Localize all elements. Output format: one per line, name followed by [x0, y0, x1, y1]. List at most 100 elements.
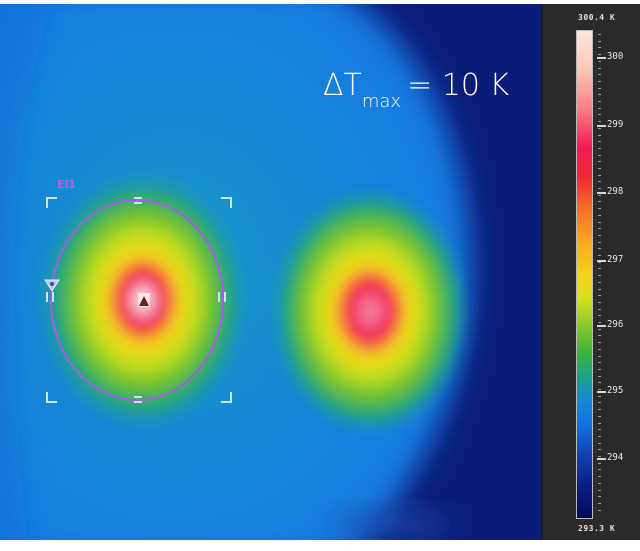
minor-tick-mark [598, 483, 601, 484]
minor-tick-mark [598, 469, 601, 470]
minor-tick-mark [598, 47, 601, 48]
minor-tick-mark [598, 449, 601, 450]
tick-mark-294 [597, 458, 606, 460]
minor-tick-mark [598, 242, 601, 243]
minor-tick-mark [598, 222, 601, 223]
minor-tick-mark [598, 322, 601, 323]
minor-tick-mark [598, 289, 601, 290]
thermal-image-canvas [0, 4, 541, 540]
minor-tick-mark [598, 188, 601, 189]
minor-tick-mark [598, 362, 601, 363]
minor-tick-mark [598, 456, 601, 457]
minor-tick-mark [598, 369, 601, 370]
minor-tick-mark [598, 94, 601, 95]
minor-tick-mark [598, 335, 601, 336]
colorbar-max-label: 300.4 K [578, 13, 616, 22]
minor-tick-mark [598, 148, 601, 149]
minor-tick-mark [598, 429, 601, 430]
minor-tick-mark [598, 155, 601, 156]
delta-t-value: = 10 K [407, 68, 510, 103]
colorbar-min-label: 293.3 K [578, 524, 616, 533]
max-temperature-marker-icon [138, 293, 150, 307]
roi-el1[interactable] [44, 197, 232, 403]
minor-tick-mark [598, 248, 601, 249]
tick-label-300: 300 [607, 51, 624, 62]
tick-mark-299 [597, 125, 606, 127]
minor-tick-mark [598, 215, 601, 216]
minor-tick-mark [598, 195, 601, 196]
tick-label-296: 296 [607, 319, 624, 330]
minor-tick-mark [598, 402, 601, 403]
minor-tick-mark [598, 496, 601, 497]
minor-tick-mark [598, 68, 601, 69]
tick-mark-298 [597, 192, 606, 194]
minor-tick-mark [598, 208, 601, 209]
tick-mark-296 [597, 325, 606, 327]
thermal-viewer: El1 ΔTmax = 10 K 300.4 K 300 299 298 297 … [0, 4, 640, 540]
delta-t-subscript: max [361, 91, 402, 112]
minor-tick-mark [598, 396, 601, 397]
minor-tick-mark [598, 476, 601, 477]
tick-label-299: 299 [607, 119, 624, 130]
minor-tick-mark [598, 255, 601, 256]
minor-tick-mark [598, 376, 601, 377]
delta-t-symbol: ΔT [323, 68, 362, 103]
minor-tick-mark [598, 342, 601, 343]
minor-tick-mark [598, 510, 601, 511]
minor-tick-mark [598, 54, 601, 55]
right-hotspot [270, 186, 470, 436]
minor-tick-mark [598, 268, 601, 269]
minor-tick-mark [598, 329, 601, 330]
minor-tick-mark [598, 503, 601, 504]
minor-tick-mark [598, 161, 601, 162]
minor-tick-mark [598, 490, 601, 491]
min-temperature-marker-icon [44, 279, 60, 292]
minor-tick-mark [598, 201, 601, 202]
minor-tick-mark [598, 108, 601, 109]
minor-tick-mark [598, 101, 601, 102]
minor-tick-mark [598, 389, 601, 390]
colorbar-gradient [576, 30, 593, 519]
tick-mark-297 [597, 260, 606, 262]
minor-tick-mark [598, 121, 601, 122]
minor-tick-mark [598, 443, 601, 444]
minor-tick-mark [598, 349, 601, 350]
minor-tick-mark [598, 135, 601, 136]
minor-tick-mark [598, 295, 601, 296]
tick-label-297: 297 [607, 254, 624, 265]
tick-label-298: 298 [607, 186, 624, 197]
roi-bounding-brackets[interactable] [46, 197, 232, 403]
minor-tick-mark [598, 382, 601, 383]
minor-tick-mark [598, 315, 601, 316]
thermal-image: El1 ΔTmax = 10 K [0, 4, 541, 540]
minor-tick-mark [598, 423, 601, 424]
minor-tick-mark [598, 309, 601, 310]
minor-tick-mark [598, 88, 601, 89]
minor-tick-mark [598, 416, 601, 417]
minor-tick-mark [598, 61, 601, 62]
colorbar-panel: 300.4 K 300 299 298 297 296 295 294 293.… [541, 4, 640, 540]
minor-tick-mark [598, 436, 601, 437]
minor-tick-mark [598, 463, 601, 464]
minor-tick-mark [598, 235, 601, 236]
minor-tick-mark [598, 181, 601, 182]
minor-tick-mark [598, 81, 601, 82]
tick-mark-295 [597, 391, 606, 393]
panel-divider [541, 4, 543, 540]
delta-t-max-annotation: ΔTmax = 10 K [323, 68, 510, 112]
minor-tick-mark [598, 228, 601, 229]
minor-tick-mark [598, 74, 601, 75]
tick-mark-300 [597, 57, 606, 59]
minor-tick-mark [598, 282, 601, 283]
minor-tick-mark [598, 34, 601, 35]
minor-tick-mark [598, 302, 601, 303]
minor-tick-mark [598, 41, 601, 42]
roi-label: El1 [57, 178, 76, 191]
tick-label-295: 295 [607, 385, 624, 396]
minor-tick-mark [598, 409, 601, 410]
minor-tick-mark [598, 175, 601, 176]
roi-ellipse[interactable] [50, 199, 224, 401]
minor-tick-mark [598, 141, 601, 142]
minor-tick-mark [598, 275, 601, 276]
minor-tick-mark [598, 114, 601, 115]
